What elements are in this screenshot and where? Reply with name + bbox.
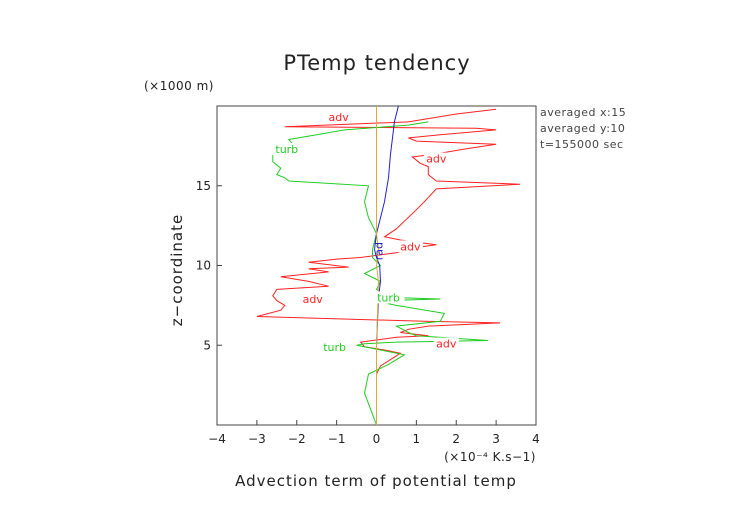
x-tick-label: −2 <box>288 432 306 446</box>
curve-label-turb: turb <box>377 291 400 304</box>
curve-label-adv: adv <box>426 153 447 166</box>
series-line-profile-3 <box>375 106 380 425</box>
y-tick-label: 15 <box>196 179 211 193</box>
y-tick-label: 5 <box>203 338 211 352</box>
annotation-averaged-x: averaged x:15 <box>540 106 626 119</box>
y-axis-title: z−coordinate <box>168 214 186 326</box>
x-tick-label: 0 <box>373 432 381 446</box>
curve-label-bg <box>423 152 449 165</box>
curve-label-adv: adv <box>436 338 457 351</box>
curve-label-adv: adv <box>303 293 324 306</box>
line-labels-group: adv adv adv adv adv turb turb turb rad <box>270 111 459 354</box>
annotation-averaged-y: averaged y:10 <box>540 122 625 135</box>
x-axis: −4 −3 −2 −1 0 1 2 3 4 <box>208 420 540 446</box>
x-tick-label: −1 <box>328 432 346 446</box>
y-tick-label: 10 <box>196 259 211 273</box>
x-tick-label: 4 <box>532 432 540 446</box>
curve-label-bg <box>270 143 303 156</box>
curve-label-bg <box>433 337 459 350</box>
curve-label-bg <box>318 340 351 353</box>
curve-label-turb: turb <box>275 143 298 156</box>
x-tick-label: 2 <box>452 432 460 446</box>
curve-label-bg <box>326 111 352 124</box>
series-line-adv <box>256 108 521 425</box>
chart-title: PTemp tendency <box>283 51 470 75</box>
curve-label-bg <box>372 291 405 304</box>
curve-label-rad: rad <box>372 242 385 260</box>
x-tick-label: −4 <box>208 432 226 446</box>
x-tick-label: 3 <box>492 432 500 446</box>
curve-label-bg <box>397 240 423 253</box>
x-unit-label: (×10⁻⁴ K.s−1) <box>444 450 536 464</box>
annotation-time: t=155000 sec <box>540 138 624 151</box>
series-line-profile-2 <box>373 105 399 425</box>
curve-label-bg <box>300 292 326 305</box>
curve-label-adv: adv <box>329 111 350 124</box>
curve-label-adv: adv <box>400 240 421 253</box>
x-tick-label: 1 <box>413 432 421 446</box>
curve-label-turb: turb <box>323 341 346 354</box>
y-axis: 5 10 15 <box>196 179 222 352</box>
x-tick-label: −3 <box>248 432 266 446</box>
x-axis-title: Advection term of potential temp <box>235 472 517 490</box>
y-unit-label: (×1000 m) <box>144 79 214 93</box>
